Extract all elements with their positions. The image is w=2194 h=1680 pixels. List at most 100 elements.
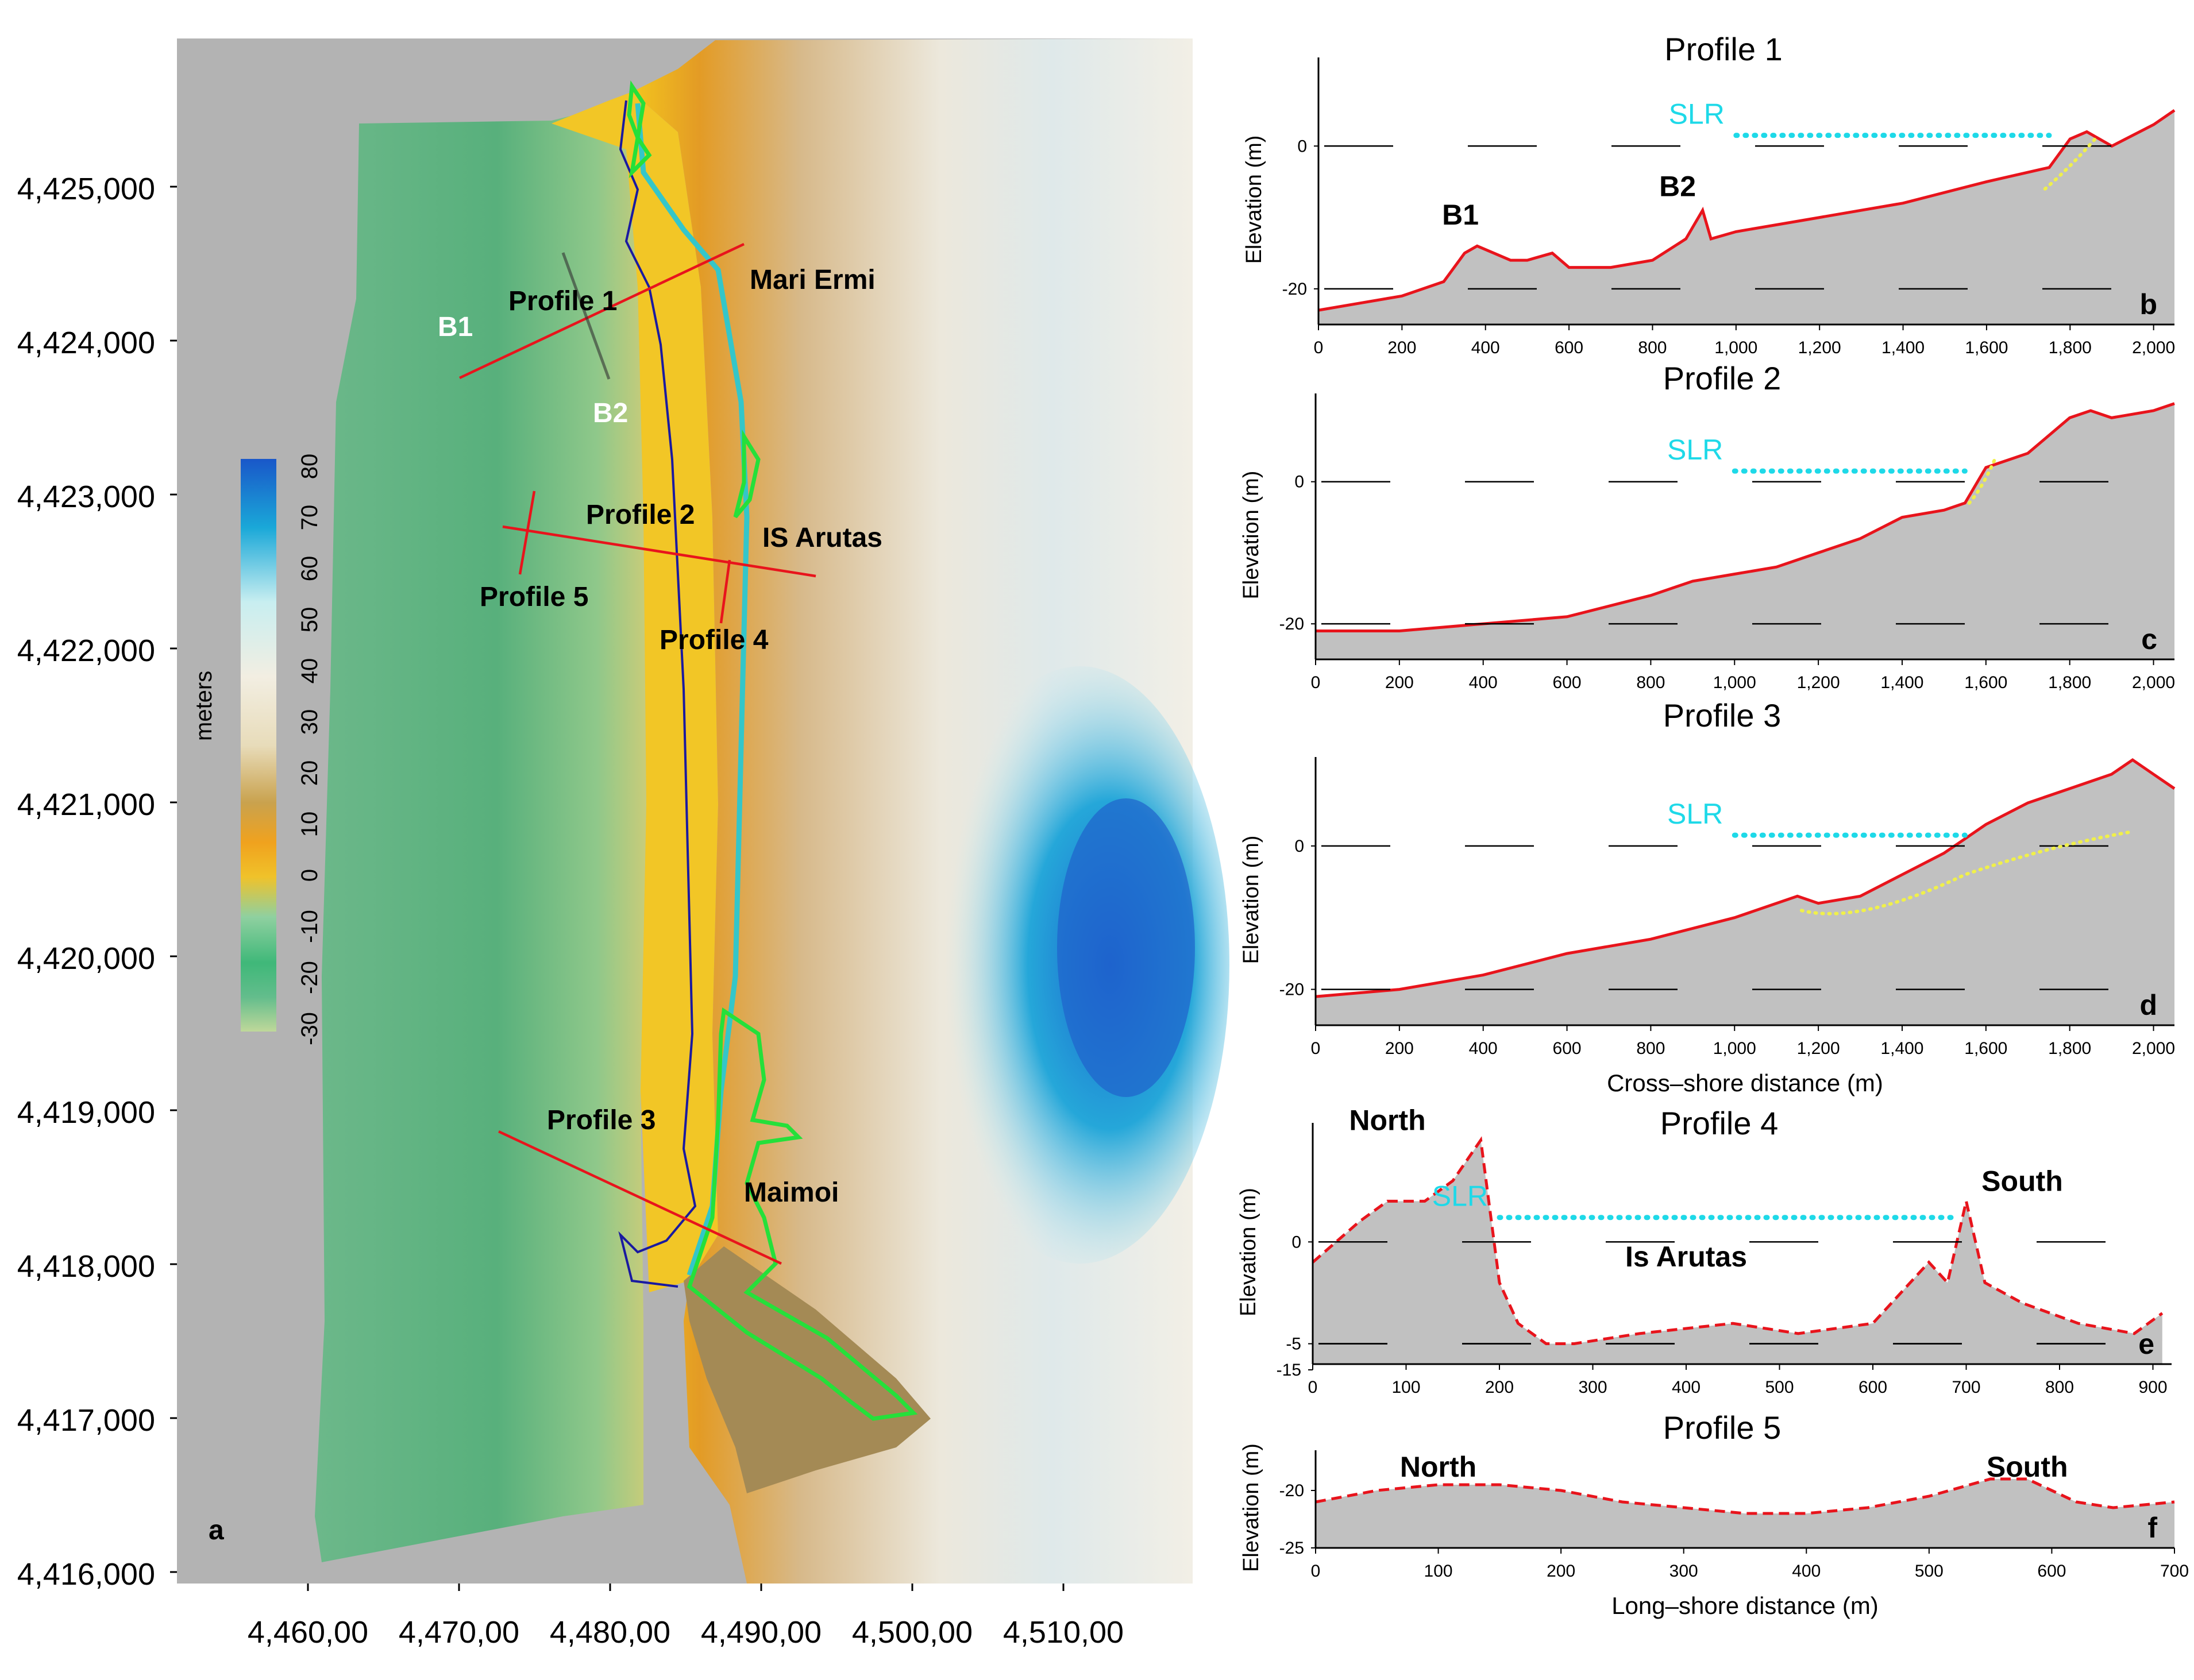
profile-elevation-line xyxy=(1316,402,2175,632)
profile-x-tick-label: 400 xyxy=(1792,1562,1821,1581)
map-y-tick-label: 4,425,000 xyxy=(17,172,155,206)
profile-x-tick-label: 600 xyxy=(1553,673,1582,692)
map-panel: Profile 1 B1 B2 Mari Ermi Profile 2 IS A… xyxy=(17,38,1229,1650)
colorbar-tick-label: 80 xyxy=(297,454,322,480)
profile-x-tick-label: 1,400 xyxy=(1880,1039,1923,1058)
profile-x-tick-label: 1,800 xyxy=(2048,1039,2091,1058)
profile-x-tick-label: 400 xyxy=(1469,1039,1498,1058)
profile-1-line xyxy=(459,242,745,380)
map-x-tick-label: 4,480,00 xyxy=(550,1615,670,1650)
profile-panel-letter: c xyxy=(2141,623,2157,655)
profile-x-tick-label: 2,000 xyxy=(2132,1039,2175,1058)
profile-x-tick-label: 2,000 xyxy=(2132,338,2175,357)
profile-y-tick-label: -20 xyxy=(1279,1481,1304,1500)
map-x-tick-label: 4,490,00 xyxy=(701,1615,822,1650)
map-y-tick-label: 4,417,000 xyxy=(17,1403,155,1438)
profile-x-tick-label: 500 xyxy=(1915,1562,1944,1581)
profile-y-tick-label: 0 xyxy=(1294,473,1304,492)
label-profile-5: Profile 5 xyxy=(480,582,588,612)
dune-polygon-north xyxy=(627,80,652,179)
profile-x-tick-label: 1,200 xyxy=(1797,673,1840,692)
profile-x-tick-label: 400 xyxy=(1469,673,1498,692)
map-x-tick-label: 4,510,00 xyxy=(1003,1615,1124,1650)
colorbar-tick-label: -20 xyxy=(297,961,322,994)
profile-x-tick-label: 800 xyxy=(1638,338,1667,357)
profile-x-tick-label: 0 xyxy=(1314,338,1324,357)
profile-x-tick-label: 600 xyxy=(1858,1378,1887,1397)
slr-label: SLR xyxy=(1432,1180,1488,1212)
profile-elevation-line xyxy=(1315,1477,2175,1515)
profile-elevation-line xyxy=(1312,1136,2164,1345)
annotation-north: North xyxy=(1349,1104,1425,1136)
profile-x-axis-label: Cross–shore distance (m) xyxy=(1607,1069,1883,1096)
label-profile-2: Profile 2 xyxy=(586,500,695,530)
profile-x-tick-label: 600 xyxy=(1553,1039,1582,1058)
map-y-tick-label: 4,418,000 xyxy=(17,1249,155,1284)
label-maimoi: Maimoi xyxy=(744,1177,839,1208)
b-feature-line xyxy=(561,252,611,380)
profile-panel-d: Profile 3 Elevation (m) 0 200 400 600 800 1,000… xyxy=(1239,697,2176,1096)
profile-x-tick-label: 800 xyxy=(1636,673,1665,692)
seabed-area xyxy=(315,101,646,1562)
map-y-tick-label: 4,421,000 xyxy=(17,787,155,822)
slr-label: SLR xyxy=(1667,798,1723,830)
label-profile-3: Profile 3 xyxy=(547,1105,655,1136)
colorbar-tick-label: 0 xyxy=(297,869,322,882)
profile-y-tick-label: 0 xyxy=(1294,837,1304,856)
profile-y-tick-label: -15 xyxy=(1277,1361,1301,1380)
profile-x-axis-label: Long–shore distance (m) xyxy=(1611,1592,1879,1619)
profile-y-axis-label: Elevation (m) xyxy=(1242,136,1266,264)
colorbar-ticks: 80 70 60 50 40 30 20 10 0 -10 -20 -30 xyxy=(297,454,322,1045)
map-y-ticks: 4,425,000 4,424,000 4,423,000 4,422,000 4,42… xyxy=(17,172,177,1592)
colorbar-tick-label: -30 xyxy=(297,1012,322,1045)
profile-x-tick-label: 200 xyxy=(1385,1039,1414,1058)
map-y-tick-label: 4,416,000 xyxy=(17,1557,155,1592)
colorbar-tick-label: 50 xyxy=(297,607,322,633)
profile-x-tick-label: 1,400 xyxy=(1881,338,1925,357)
profile-y-tick-label: -20 xyxy=(1279,980,1304,999)
shoreface-line xyxy=(1967,458,1996,505)
profile-x-tick-label: 700 xyxy=(2160,1562,2189,1581)
map-x-tick-label: 4,470,00 xyxy=(399,1615,519,1650)
annotation-b2: B2 xyxy=(1659,170,1696,202)
colorbar xyxy=(241,459,276,1032)
profile-panel-e: Profile 4 Elevation (m) 0 100 200 300 400 500 60… xyxy=(1236,1104,2172,1397)
colorbar-tick-label: 10 xyxy=(297,812,322,837)
label-b2: B2 xyxy=(593,398,628,428)
profile-y-axis-label: Elevation (m) xyxy=(1239,836,1263,964)
profile-panel-f: Profile 5 Elevation (m) 0 100 200 300 400 500 60… xyxy=(1239,1409,2189,1619)
profile-x-tick-label: 1,600 xyxy=(1965,338,2008,357)
colorbar-tick-label: 60 xyxy=(297,556,322,582)
profile-title: Profile 4 xyxy=(1660,1105,1778,1141)
profile-x-tick-label: 1,000 xyxy=(1713,1039,1756,1058)
map-y-tick-label: 4,420,000 xyxy=(17,941,155,976)
profile-x-tick-label: 100 xyxy=(1424,1562,1453,1581)
profile-x-tick-label: 1,800 xyxy=(2049,338,2092,357)
profile-x-tick-label: 1,600 xyxy=(1964,673,2007,692)
profile-x-tick-label: 1,200 xyxy=(1798,338,1841,357)
map-y-tick-label: 4,423,000 xyxy=(17,480,155,514)
highland-blue-core xyxy=(1057,798,1195,1097)
profile-x-tick-label: 200 xyxy=(1547,1562,1575,1581)
map-panel-letter: a xyxy=(209,1515,224,1546)
profile-x-tick-label: 1,400 xyxy=(1880,673,1923,692)
profile-seabed-fill xyxy=(1316,403,2174,659)
colorbar-tick-label: -10 xyxy=(297,910,322,943)
shoreline xyxy=(618,100,697,1288)
profile-x-tick-label: 200 xyxy=(1485,1378,1514,1397)
colorbar-tick-label: 20 xyxy=(297,760,322,786)
profile-5-line xyxy=(518,491,536,575)
map-y-tick-label: 4,422,000 xyxy=(17,634,155,668)
map-y-tick-label: 4,419,000 xyxy=(17,1095,155,1130)
annotation-north: North xyxy=(1400,1451,1476,1483)
profile-panel-letter: f xyxy=(2147,1512,2157,1544)
profile-x-tick-label: 800 xyxy=(1636,1039,1665,1058)
profile-panel-letter: e xyxy=(2138,1328,2154,1360)
annotation-south: South xyxy=(1981,1165,2063,1198)
profile-y-axis-label: Elevation (m) xyxy=(1239,471,1263,600)
profile-x-tick-label: 0 xyxy=(1311,673,1321,692)
profile-elevation-line xyxy=(1318,109,2176,312)
shoreface-line xyxy=(1799,829,2135,916)
label-mari-ermi: Mari Ermi xyxy=(750,265,876,295)
